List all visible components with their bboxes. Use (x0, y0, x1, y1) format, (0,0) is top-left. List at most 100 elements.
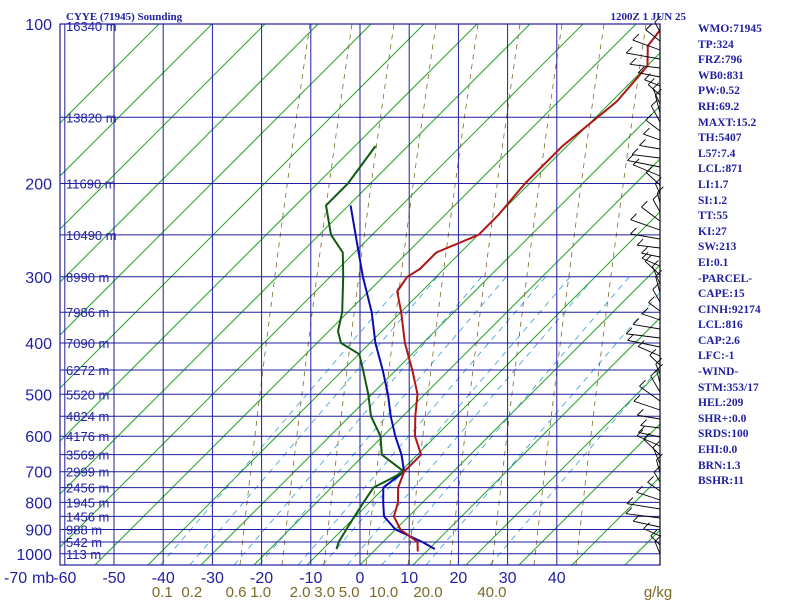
wind-barb-flag (636, 238, 644, 246)
height-label: 2456 m (66, 481, 109, 496)
dry-adiabat-line (60, 24, 160, 124)
wind-barb (626, 503, 661, 510)
wind-barb-flag (636, 429, 644, 437)
dry-adiabat-line (465, 370, 660, 565)
wind-barb-flag (650, 369, 657, 377)
wind-barb-flag (643, 432, 650, 440)
mixing-ratio-line (233, 273, 485, 565)
wind-barb (638, 432, 661, 438)
pressure-tick-label: 500 (25, 387, 52, 404)
pressure-tick-label: 900 (25, 523, 52, 540)
wind-barb (645, 172, 661, 186)
wind-barb (643, 528, 661, 537)
wind-barb (632, 164, 661, 177)
wind-barb-flag (647, 475, 654, 483)
dry-adiabat-line (60, 24, 319, 283)
pressure-tick-label: 800 (25, 495, 52, 512)
sounding-index-item: MAXT:15.2 (698, 116, 757, 129)
sounding-indices-panel: WMO:71945 TP:324 FRZ:796 WB0:831 PW:0.52 RH:6… (698, 22, 798, 490)
wind-barb-flag (654, 177, 662, 184)
wind-barb-flag (625, 327, 633, 335)
pressure-tick-label: 300 (25, 270, 52, 287)
wind-barb (647, 481, 661, 492)
wind-barb-flag (632, 514, 640, 522)
wind-barb (642, 313, 661, 321)
dewpoint-profile-line (325, 145, 406, 550)
wind-barb (627, 339, 661, 348)
mixing-ratio-label: 0.1 (152, 584, 173, 600)
mixing-ratio-label: 20.0 (413, 584, 442, 600)
mixing-ratio-line (297, 273, 549, 565)
wind-barb-column (625, 15, 664, 565)
temperature-tick-label: -70 (4, 570, 27, 587)
dry-adiabat-line (60, 24, 266, 230)
moist-adiabat-line (491, 24, 563, 565)
wind-barb (653, 471, 661, 483)
mixing-ratio-label: 0.2 (181, 584, 202, 600)
wind-barb-flag (652, 441, 660, 448)
wind-barb (632, 39, 661, 51)
dry-adiabat-line (60, 24, 425, 389)
wind-barb (656, 370, 661, 384)
mixing-ratio-line (381, 273, 632, 565)
wind-barb (640, 425, 661, 429)
sounding-index-item: SI:1.2 (698, 194, 728, 207)
temperature-tick-label: 10 (400, 570, 418, 587)
wind-barb-flag (655, 88, 662, 96)
wind-barb (637, 244, 661, 249)
moist-adiabat-line (281, 24, 353, 565)
temperature-tick-label: 0 (356, 570, 365, 587)
wind-barb (652, 447, 661, 465)
mixing-ratio-label: 3.0 (314, 584, 335, 600)
wind-barb-flag (654, 535, 662, 542)
mixing-ratio-line (489, 366, 660, 565)
sounding-index-item: TT:55 (698, 210, 728, 223)
wind-barb (656, 459, 661, 474)
moist-adiabat-line (239, 24, 311, 565)
wind-barb-flag (649, 349, 657, 356)
sounding-index-item: LI:1.7 (698, 178, 729, 191)
sounding-index-item: CAPE:15 (698, 288, 745, 301)
wind-barb (632, 324, 661, 330)
mixing-ratio-line (159, 273, 411, 565)
mixing-ratio-line (322, 273, 573, 565)
pressure-tick-label: 400 (25, 336, 52, 353)
wind-barb (652, 88, 661, 105)
wind-barb-flag (643, 127, 650, 135)
sounding-index-item: EI:0.1 (698, 256, 729, 269)
wind-barb-flag (644, 73, 651, 80)
height-label: 6272 m (66, 363, 109, 378)
wind-barb-flag (627, 154, 634, 161)
sounding-index-item: KI:27 (698, 225, 727, 238)
wind-barb (639, 385, 661, 402)
wind-barb (654, 541, 661, 555)
wind-barb-flag (656, 453, 663, 461)
wind-barb-flag (652, 82, 660, 89)
wind-barb-flag (656, 363, 663, 371)
wind-barb (649, 355, 661, 366)
sounding-index-item: CINH:92174 (698, 303, 761, 316)
height-label: 16340 m (66, 19, 117, 34)
mixing-ratio-unit-label: g/kg (644, 584, 672, 600)
chart-profiles (325, 28, 660, 552)
height-label: 4824 m (66, 409, 109, 424)
mixing-ratio-label: 40.0 (477, 584, 506, 600)
wind-barb (644, 79, 661, 87)
wind-barb-flag (650, 99, 658, 107)
sounding-index-item: SW:213 (698, 241, 737, 254)
wind-barb-flag (636, 485, 643, 493)
wind-barb-flag (630, 227, 637, 235)
wind-barb (638, 346, 661, 357)
sounding-index-item: TH:5407 (698, 132, 742, 145)
sounding-index-item: FRZ:796 (698, 54, 743, 67)
wind-barb-flag (655, 270, 662, 277)
wind-barb (647, 84, 661, 96)
height-label: 1945 m (66, 495, 109, 510)
wind-barb-flag (645, 23, 653, 31)
wind-barb-flag (641, 307, 649, 315)
temperature-tick-label: -50 (102, 570, 125, 587)
wind-barb-flag (657, 186, 664, 194)
sounding-index-item: BRN:1.3 (698, 459, 741, 472)
wind-barb (625, 513, 661, 519)
